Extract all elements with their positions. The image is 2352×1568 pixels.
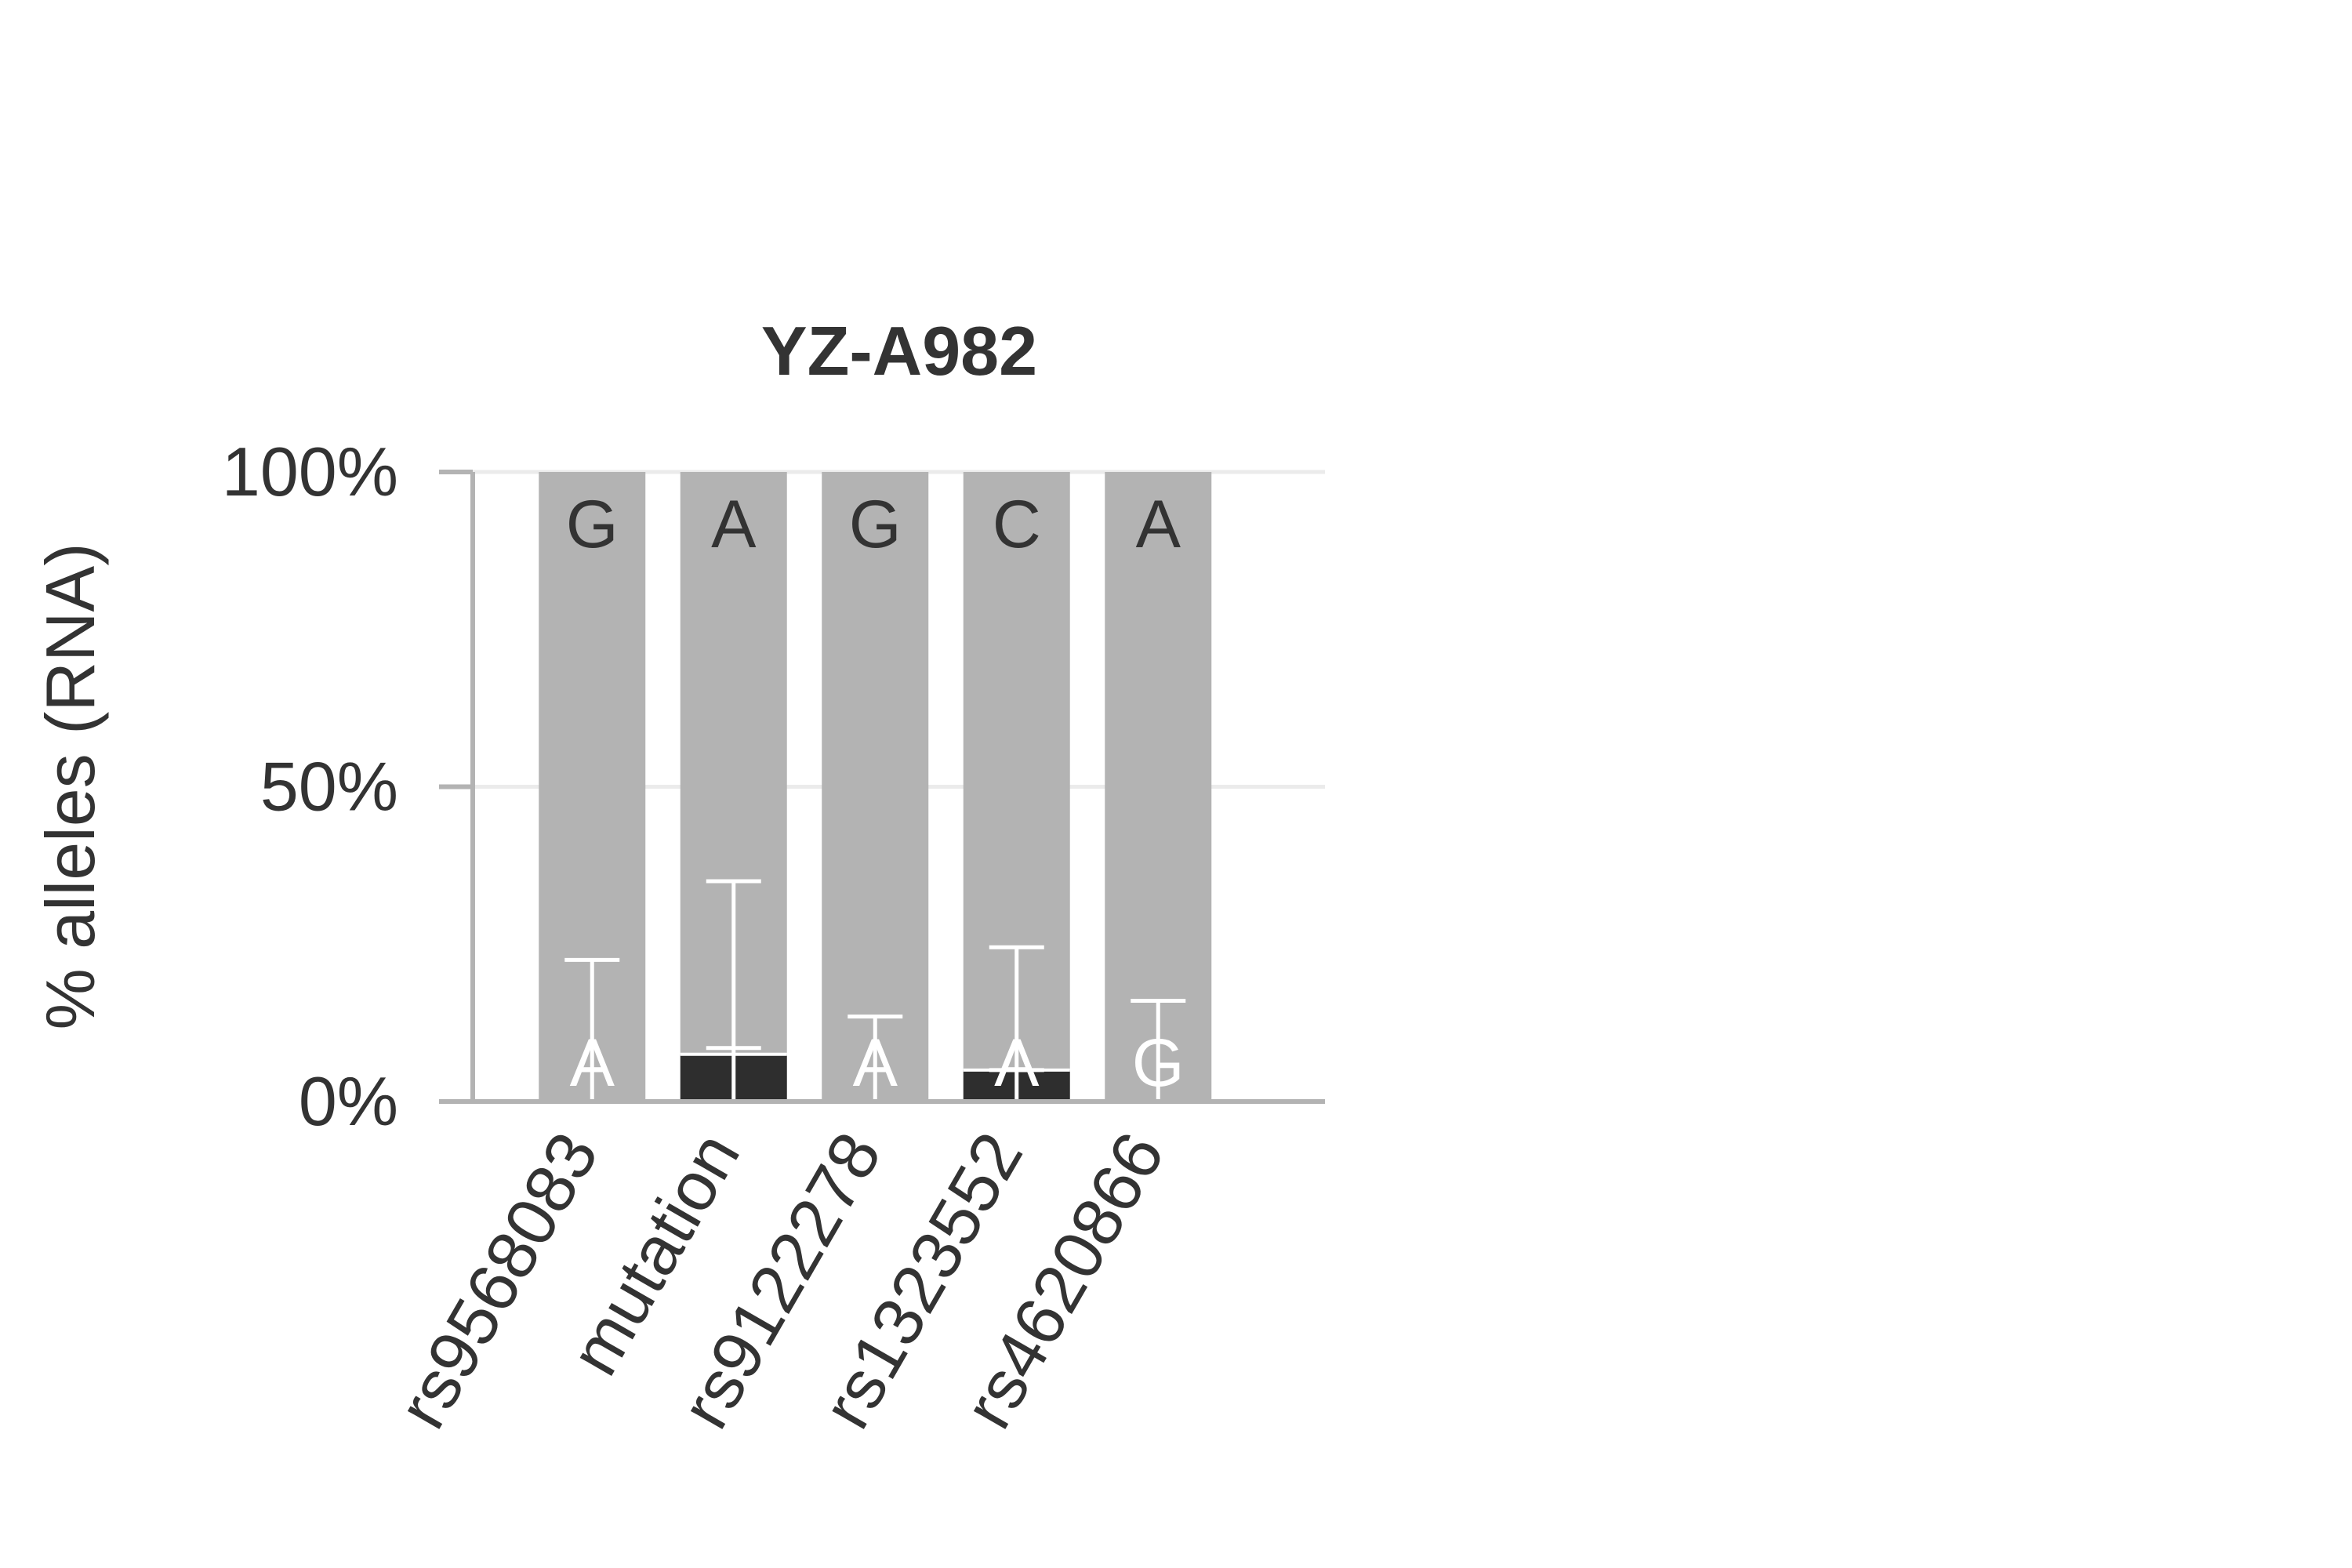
y-tick-label-2: 100% (222, 433, 398, 510)
allele-labels: G A A G A C A A G (566, 487, 1185, 1101)
bars (539, 472, 1212, 1102)
allele-major-mutation: A (711, 487, 757, 562)
allele-major-rs9122278: G (849, 487, 902, 562)
allele-minor-rs9568083: A (570, 1025, 615, 1101)
axes (439, 470, 1325, 1104)
allele-minor-rs9122278: A (853, 1025, 898, 1101)
y-tick-labels: 0% 50% 100% (222, 433, 398, 1140)
allele-major-rs9568083: G (566, 487, 619, 562)
allele-major-rs4620866: A (1136, 487, 1181, 562)
x-tick-labels: rs9568083mutationrs9122278rs1323552rs462… (383, 1120, 1179, 1441)
allele-minor-rs1323552: A (994, 1025, 1040, 1101)
y-axis-label: % alleles (RNA) (31, 543, 109, 1029)
chart-title: YZ-A982 (761, 312, 1037, 390)
y-tick-label-0: 0% (299, 1062, 398, 1140)
bar-rs9122278-segment-1 (822, 472, 929, 1102)
x-tick-label-rs9568083: rs9568083 (383, 1120, 613, 1441)
allele-major-rs1323552: C (993, 487, 1041, 562)
allele-minor-rs4620866: G (1132, 1025, 1185, 1101)
bar-rs4620866-segment-1 (1105, 472, 1212, 1102)
y-tick-label-1: 50% (260, 748, 398, 826)
